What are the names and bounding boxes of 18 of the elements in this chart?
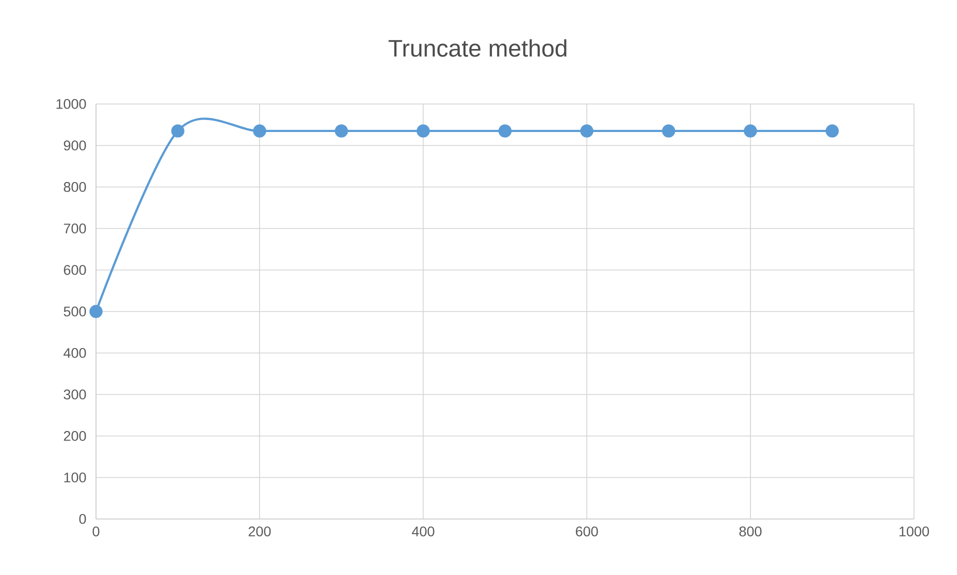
y-tick-label: 100 xyxy=(64,472,86,482)
y-tick-label: 700 xyxy=(64,224,86,234)
y-tick-label: 500 xyxy=(64,306,86,316)
x-tick-label: 400 xyxy=(412,526,434,536)
y-tick-label: 600 xyxy=(64,265,86,275)
y-tick-label: 900 xyxy=(64,140,86,150)
chart-title: Truncate method xyxy=(388,39,566,57)
x-tick-label: 200 xyxy=(248,526,271,536)
x-tick-label: 0 xyxy=(92,526,100,536)
x-tick-label: 800 xyxy=(739,526,762,536)
y-tick-label: 1000 xyxy=(56,99,86,109)
y-tick-label: 400 xyxy=(64,348,86,358)
y-tick-label: 200 xyxy=(64,431,86,441)
y-tick-label: 0 xyxy=(79,514,86,524)
y-tick-label: 800 xyxy=(64,182,86,192)
x-tick-label: 600 xyxy=(576,526,598,536)
x-tick-label: 1000 xyxy=(900,526,929,536)
y-tick-label: 300 xyxy=(64,390,86,400)
